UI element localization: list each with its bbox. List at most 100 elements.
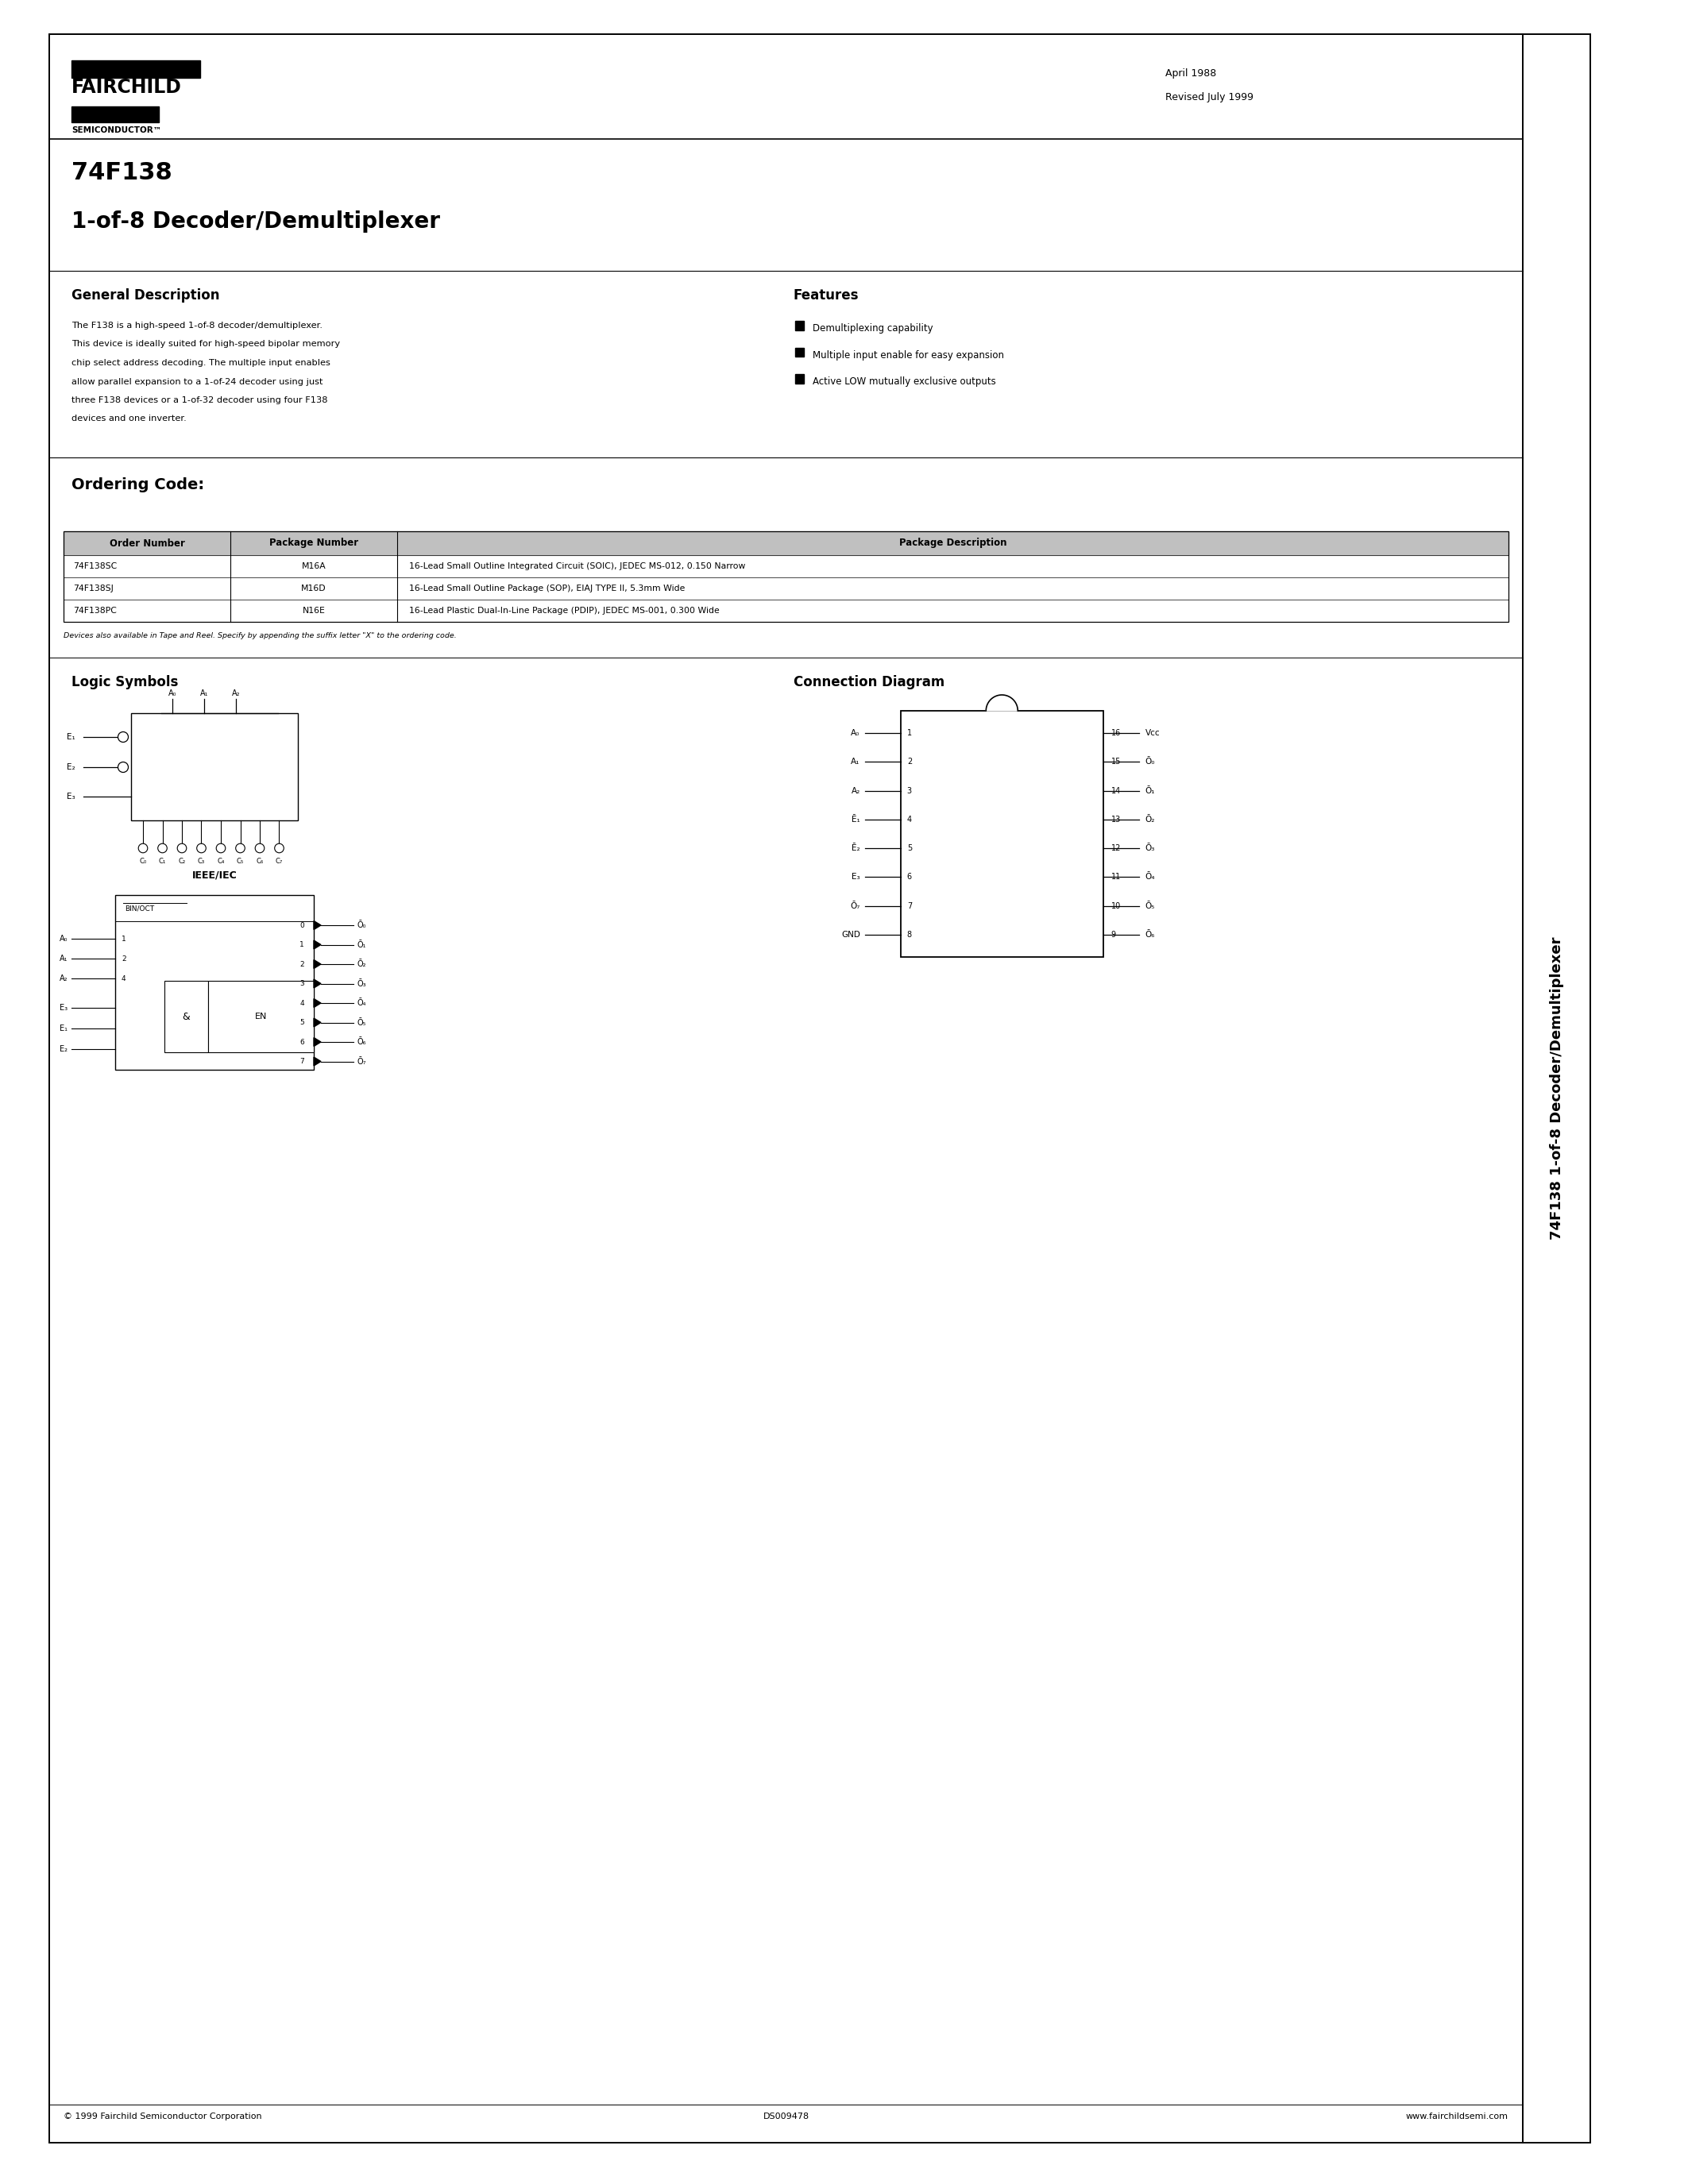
Text: Revised July 1999: Revised July 1999 [1165,92,1254,103]
Text: Ō₀: Ō₀ [358,922,366,928]
Text: C₄: C₄ [218,858,225,865]
Text: 74F138SJ: 74F138SJ [73,585,113,592]
Text: FAIRCHILD: FAIRCHILD [71,79,182,96]
Text: A₀: A₀ [169,690,177,697]
Text: GND: GND [841,930,861,939]
Text: 4: 4 [122,974,127,983]
Bar [49,35,1523,2143]
Text: A₁: A₁ [199,690,208,697]
Text: DS009478: DS009478 [763,2112,809,2121]
Bar [64,531,1509,622]
Text: M16A: M16A [302,561,326,570]
Text: 6: 6 [906,874,912,880]
Text: 5: 5 [906,845,912,852]
Text: The F138 is a high-speed 1-of-8 decoder/demultiplexer.: The F138 is a high-speed 1-of-8 decoder/… [71,321,322,330]
Text: 7: 7 [906,902,912,911]
Text: Ō₁: Ō₁ [358,941,366,948]
Text: C₀: C₀ [140,858,147,865]
Polygon shape [314,1018,321,1026]
Text: SEMICONDUCTOR™: SEMICONDUCTOR™ [71,127,162,133]
Text: 4: 4 [300,1000,304,1007]
Text: 74F138PC: 74F138PC [73,607,116,614]
Text: C₁: C₁ [159,858,165,865]
Text: IEEE/IEC: IEEE/IEC [192,869,236,880]
Polygon shape [314,922,321,930]
Text: E₂: E₂ [59,1046,68,1053]
Text: Ō₂: Ō₂ [358,961,366,968]
Bar [208,981,314,1053]
Circle shape [275,843,284,852]
Bar [164,981,208,1053]
Circle shape [118,732,128,743]
Text: A₂: A₂ [231,690,240,697]
Text: Ō₄: Ō₄ [358,998,366,1007]
Text: Logic Symbols: Logic Symbols [71,675,179,690]
Text: &: & [182,1011,191,1022]
Text: 16-Lead Small Outline Package (SOP), EIAJ TYPE II, 5.3mm Wide: 16-Lead Small Outline Package (SOP), EIA… [408,585,685,592]
Bar [71,107,159,122]
Text: Active LOW mutually exclusive outputs: Active LOW mutually exclusive outputs [812,376,996,387]
Text: devices and one inverter.: devices and one inverter. [71,415,186,424]
Text: 1-of-8 Decoder/Demultiplexer: 1-of-8 Decoder/Demultiplexer [71,210,441,234]
Text: M16D: M16D [300,585,326,592]
Text: C₂: C₂ [179,858,186,865]
Text: 74F138 1-of-8 Decoder/Demultiplexer: 74F138 1-of-8 Decoder/Demultiplexer [1550,937,1563,1241]
Text: 1: 1 [906,729,912,736]
Text: A₀: A₀ [851,729,861,736]
Text: 16-Lead Plastic Dual-In-Line Package (PDIP), JEDEC MS-001, 0.300 Wide: 16-Lead Plastic Dual-In-Line Package (PD… [408,607,719,614]
Text: 1: 1 [300,941,304,948]
Text: A₁: A₁ [851,758,861,767]
Text: 10: 10 [1111,902,1121,911]
Text: 7: 7 [300,1057,304,1066]
Bar [795,347,803,356]
Text: Ō₄: Ō₄ [1144,874,1155,880]
Text: Ō₅: Ō₅ [358,1018,366,1026]
Text: This device is ideally suited for high-speed bipolar memory: This device is ideally suited for high-s… [71,341,339,347]
Text: E₃: E₃ [68,793,76,802]
Text: C₆: C₆ [257,858,263,865]
Text: Ō₁: Ō₁ [1144,786,1155,795]
Text: Ō₇: Ō₇ [358,1057,366,1066]
Text: Vᴄᴄ: Vᴄᴄ [1144,729,1160,736]
Text: 16-Lead Small Outline Integrated Circuit (SOIC), JEDEC MS-012, 0.150 Narrow: 16-Lead Small Outline Integrated Circuit… [408,561,746,570]
Circle shape [138,843,147,852]
Text: Ordering Code:: Ordering Code: [71,478,204,491]
Bar [1523,35,1590,2143]
Text: Ō₆: Ō₆ [1144,930,1155,939]
Text: 2: 2 [300,961,304,968]
Text: 14: 14 [1111,786,1121,795]
Text: three F138 devices or a 1-of-32 decoder using four F138: three F138 devices or a 1-of-32 decoder … [71,395,327,404]
Polygon shape [314,959,321,968]
Text: Ō₃: Ō₃ [1144,845,1155,852]
Bar [71,61,201,79]
Text: Ē₂: Ē₂ [852,845,861,852]
Text: allow parallel expansion to a 1-of-24 decoder using just: allow parallel expansion to a 1-of-24 de… [71,378,322,387]
Text: E₁: E₁ [59,1024,68,1033]
Bar [115,895,314,1070]
Text: E₂: E₂ [68,762,76,771]
Text: 5: 5 [300,1020,304,1026]
Text: Ō₀: Ō₀ [1144,758,1155,767]
Text: Demultiplexing capability: Demultiplexing capability [812,323,933,334]
Circle shape [197,843,206,852]
Polygon shape [314,998,321,1007]
Bar [132,714,297,821]
Text: 3: 3 [300,981,304,987]
Text: Ō₆: Ō₆ [358,1037,366,1046]
Circle shape [255,843,265,852]
Circle shape [177,843,186,852]
Text: 12: 12 [1111,845,1121,852]
Text: 74F138SC: 74F138SC [73,561,116,570]
Text: www.fairchildsemi.com: www.fairchildsemi.com [1406,2112,1509,2121]
Text: Multiple input enable for easy expansion: Multiple input enable for easy expansion [812,349,1004,360]
Text: Ō₇: Ō₇ [851,902,861,911]
Text: Ē₁: Ē₁ [851,815,861,823]
Circle shape [236,843,245,852]
Text: BIN/OCT: BIN/OCT [125,904,154,911]
Text: 0: 0 [300,922,304,928]
Text: E₃: E₃ [59,1005,68,1011]
Text: Order Number: Order Number [110,537,184,548]
Text: 11: 11 [1111,874,1121,880]
Text: 4: 4 [906,815,912,823]
Polygon shape [314,1057,321,1066]
